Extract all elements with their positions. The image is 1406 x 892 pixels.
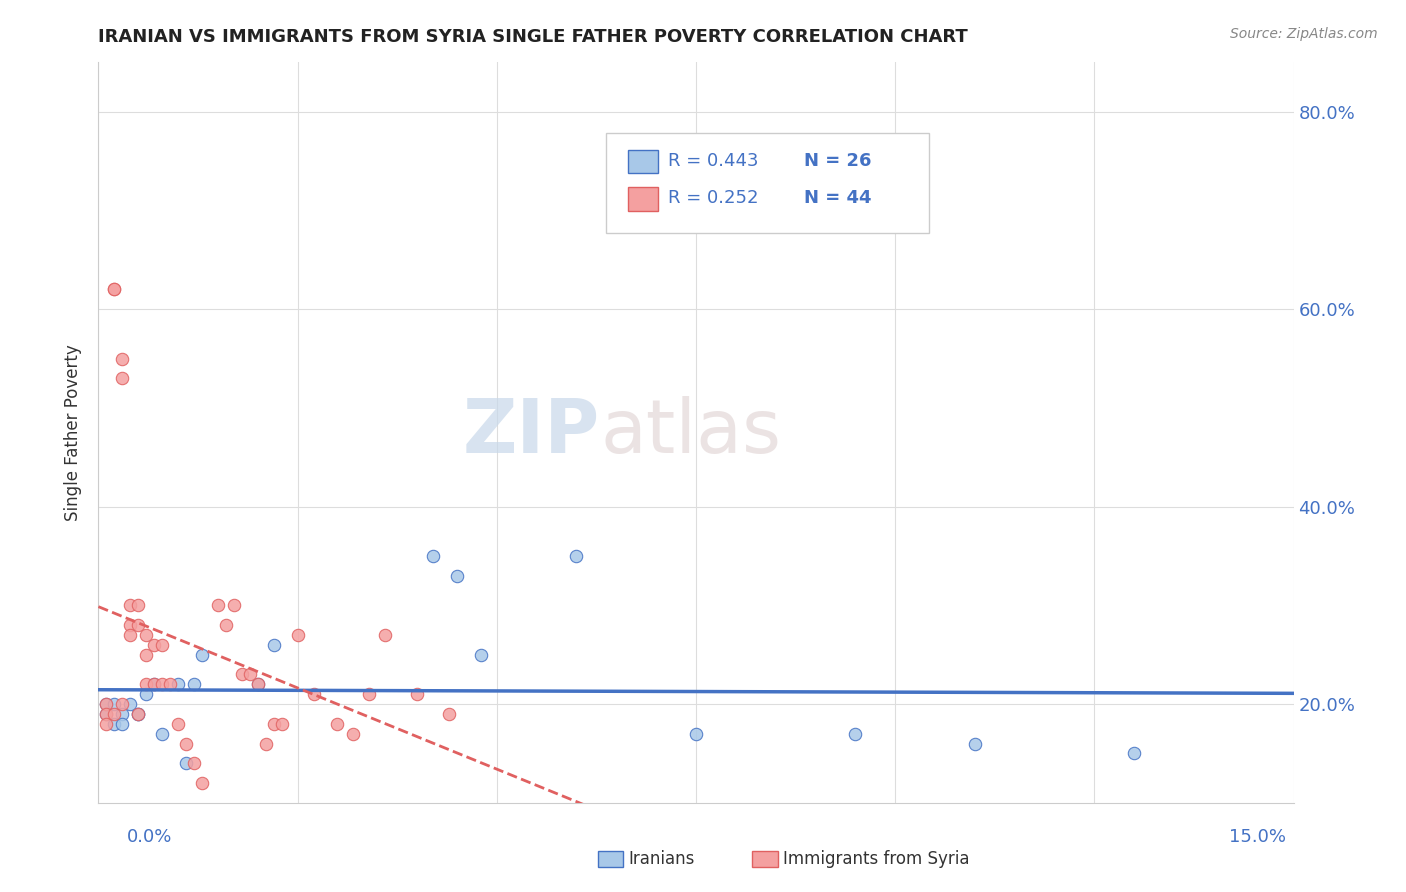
Point	[446, 568, 468, 582]
Text: 15.0%: 15.0%	[1229, 828, 1286, 846]
Point	[191, 776, 214, 790]
Point	[120, 599, 142, 613]
Point	[159, 677, 181, 691]
Point	[302, 687, 325, 701]
Point	[263, 716, 285, 731]
Point	[844, 727, 866, 741]
Point	[191, 648, 214, 662]
Text: N = 26: N = 26	[804, 152, 872, 169]
Point	[111, 371, 134, 385]
Point	[263, 638, 285, 652]
Point	[143, 638, 166, 652]
Point	[470, 648, 492, 662]
Point	[963, 737, 986, 751]
Point	[1123, 747, 1146, 761]
Point	[270, 716, 292, 731]
Point	[207, 599, 229, 613]
Point	[103, 283, 125, 297]
Point	[96, 716, 118, 731]
Text: IRANIAN VS IMMIGRANTS FROM SYRIA SINGLE FATHER POVERTY CORRELATION CHART: IRANIAN VS IMMIGRANTS FROM SYRIA SINGLE …	[98, 28, 969, 45]
Point	[287, 628, 309, 642]
Text: R = 0.443: R = 0.443	[668, 152, 759, 169]
Point	[127, 706, 149, 721]
Point	[96, 706, 118, 721]
Point	[183, 677, 205, 691]
Point	[127, 618, 149, 632]
Point	[135, 648, 157, 662]
Text: 0.0%: 0.0%	[127, 828, 172, 846]
Point	[127, 706, 149, 721]
Point	[359, 687, 381, 701]
Point	[150, 727, 173, 741]
Text: N = 44: N = 44	[804, 189, 872, 207]
Point	[222, 599, 245, 613]
Point	[326, 716, 349, 731]
Point	[167, 716, 190, 731]
Point	[246, 677, 269, 691]
Text: ZIP: ZIP	[463, 396, 600, 469]
Point	[174, 756, 197, 771]
Y-axis label: Single Father Poverty: Single Father Poverty	[65, 344, 83, 521]
Point	[135, 677, 157, 691]
Point	[374, 628, 396, 642]
Point	[406, 687, 429, 701]
Text: Iranians: Iranians	[628, 850, 695, 868]
Point	[183, 756, 205, 771]
Text: R = 0.252: R = 0.252	[668, 189, 759, 207]
Point	[103, 283, 125, 297]
Point	[167, 677, 190, 691]
Point	[120, 628, 142, 642]
Point	[422, 549, 444, 563]
Text: Source: ZipAtlas.com: Source: ZipAtlas.com	[1230, 27, 1378, 41]
Point	[143, 677, 166, 691]
Text: atlas: atlas	[600, 396, 782, 469]
Point	[143, 677, 166, 691]
Point	[150, 638, 173, 652]
Point	[565, 549, 588, 563]
Bar	[628, 186, 658, 211]
Text: Immigrants from Syria: Immigrants from Syria	[783, 850, 970, 868]
Bar	[628, 150, 658, 173]
Point	[120, 618, 142, 632]
Point	[103, 716, 125, 731]
Point	[96, 697, 118, 711]
Point	[135, 628, 157, 642]
Point	[150, 677, 173, 691]
Point	[127, 706, 149, 721]
Point	[111, 706, 134, 721]
FancyBboxPatch shape	[606, 133, 929, 233]
Point	[437, 706, 460, 721]
Point	[111, 351, 134, 366]
Point	[103, 697, 125, 711]
Point	[342, 727, 364, 741]
Point	[103, 706, 125, 721]
Point	[174, 737, 197, 751]
Point	[135, 687, 157, 701]
Point	[96, 697, 118, 711]
Point	[96, 706, 118, 721]
Point	[246, 677, 269, 691]
Point	[120, 697, 142, 711]
Point	[127, 599, 149, 613]
Point	[239, 667, 262, 681]
Point	[231, 667, 253, 681]
Point	[111, 716, 134, 731]
Point	[111, 697, 134, 711]
Point	[215, 618, 238, 632]
Point	[254, 737, 277, 751]
Point	[685, 727, 707, 741]
